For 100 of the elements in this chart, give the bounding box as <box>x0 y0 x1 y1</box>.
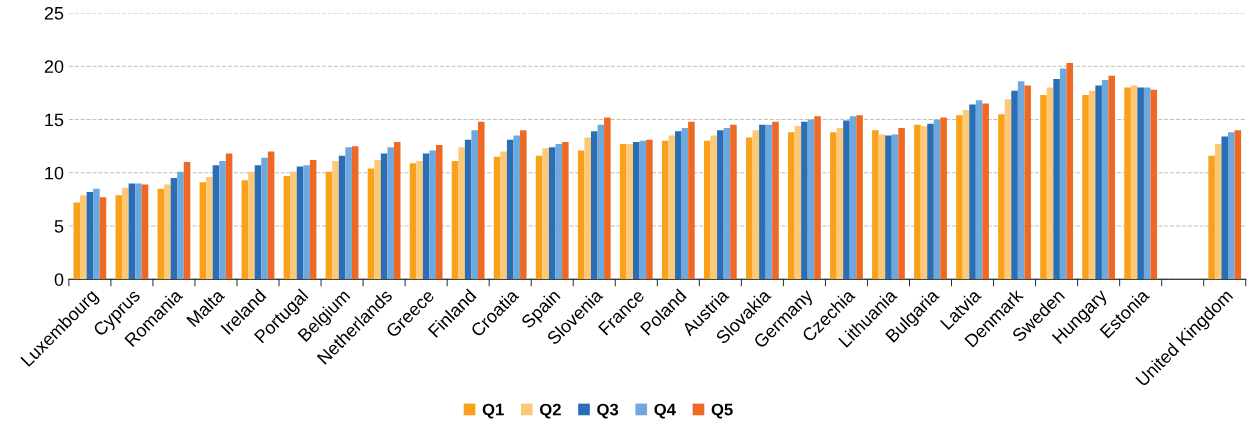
bar <box>717 130 724 280</box>
bar <box>962 109 970 280</box>
bar <box>283 175 291 280</box>
bar <box>633 141 640 280</box>
bar <box>1088 90 1096 280</box>
bar <box>254 165 262 280</box>
bar <box>998 114 1005 280</box>
bar <box>520 130 527 280</box>
legend-label: Q1 <box>482 403 504 419</box>
bar <box>1059 68 1067 280</box>
bar <box>458 147 465 280</box>
bar <box>933 119 941 280</box>
bar <box>115 195 123 280</box>
bar <box>303 165 310 280</box>
bar <box>99 197 107 280</box>
y-tick-label: 25 <box>44 6 64 20</box>
bar <box>555 144 563 280</box>
bar <box>248 171 255 280</box>
bar <box>1221 136 1228 280</box>
bar <box>661 140 669 280</box>
bar <box>387 147 394 280</box>
bar <box>164 184 171 280</box>
bar <box>807 119 815 280</box>
bar <box>577 150 585 280</box>
bar <box>1046 87 1054 280</box>
bar <box>451 161 459 280</box>
bar <box>723 128 731 280</box>
bar <box>646 139 653 280</box>
bar <box>927 123 934 280</box>
bar <box>309 159 317 280</box>
bar <box>199 182 207 280</box>
bar <box>794 125 802 280</box>
bar <box>584 137 591 280</box>
bar <box>464 139 472 280</box>
bar <box>393 141 401 280</box>
bar <box>639 140 647 280</box>
bar <box>710 135 718 280</box>
bar <box>745 137 753 280</box>
bar <box>920 125 928 280</box>
bar <box>500 151 507 280</box>
bar <box>122 187 129 280</box>
bar <box>135 183 142 280</box>
bar <box>345 147 352 280</box>
bar <box>506 139 514 280</box>
y-tick-label: 5 <box>54 220 64 233</box>
bar <box>872 130 879 280</box>
bar <box>1124 87 1131 280</box>
y-tick-label: 10 <box>45 166 64 180</box>
bar <box>975 100 983 280</box>
bar <box>290 171 297 280</box>
bar <box>1130 85 1138 280</box>
bar <box>843 120 850 280</box>
bar <box>885 135 892 280</box>
bar <box>1108 75 1116 280</box>
legend-label: Q2 <box>539 403 561 419</box>
bar <box>141 184 149 280</box>
bar <box>241 180 249 280</box>
bar <box>814 116 821 280</box>
bar <box>477 121 485 280</box>
bar <box>836 128 844 280</box>
bar <box>1150 89 1158 280</box>
bar <box>429 150 436 280</box>
bar <box>675 131 682 280</box>
bar <box>374 159 381 280</box>
bar <box>267 151 275 280</box>
bar <box>590 131 598 280</box>
bar <box>183 162 191 280</box>
bar <box>1017 81 1025 280</box>
bar <box>548 147 556 280</box>
bar <box>435 145 443 280</box>
bar <box>535 155 543 280</box>
bar <box>898 128 905 280</box>
bar <box>856 115 863 280</box>
bar <box>325 171 333 280</box>
bar <box>1208 155 1215 280</box>
bar <box>1228 132 1235 280</box>
bar <box>493 156 501 280</box>
bar <box>170 178 178 280</box>
bar <box>1095 85 1102 280</box>
bar <box>1082 95 1089 280</box>
bar <box>681 128 689 280</box>
bar <box>93 188 100 280</box>
legend-label: Q4 <box>654 403 676 419</box>
bar <box>471 130 478 280</box>
bar <box>982 103 989 280</box>
bar <box>801 121 808 280</box>
y-tick-label: 20 <box>44 60 64 73</box>
bar <box>416 161 423 280</box>
bar <box>296 166 304 280</box>
bar <box>788 132 795 280</box>
bar <box>914 124 921 280</box>
bar <box>1214 144 1222 280</box>
legend-label: Q3 <box>597 403 619 419</box>
bar <box>956 115 963 280</box>
bar <box>422 153 430 280</box>
bar <box>969 104 976 280</box>
bar <box>206 177 213 280</box>
bar <box>891 134 899 280</box>
bar <box>1011 90 1018 280</box>
bar <box>261 157 268 280</box>
